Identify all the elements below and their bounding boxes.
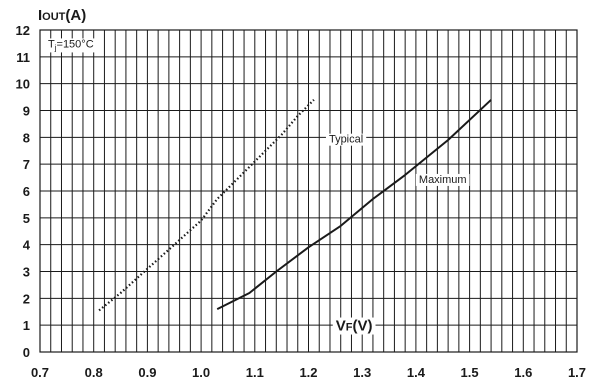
condition-label: Tj=150°C	[48, 38, 94, 52]
maximum-label-background	[415, 173, 470, 186]
y-tick-label: 12	[16, 23, 30, 38]
x-tick-label: 1.2	[299, 365, 317, 380]
y-axis-title-subscript: OUT	[42, 11, 66, 23]
x-tick-label: 1.0	[192, 365, 210, 380]
x-axis-title-subscript: F	[346, 322, 353, 334]
x-tick-label: 1.7	[568, 365, 586, 380]
y-axis-title-unit: (A)	[65, 7, 86, 24]
typical-label-background	[325, 133, 367, 146]
x-axis-title-background	[332, 317, 376, 335]
y-axis-title-main: I	[38, 7, 42, 24]
plot-frame	[39, 29, 578, 353]
condition-label-background	[46, 38, 96, 53]
y-tick-label: 1	[23, 318, 30, 333]
x-tick-label: 1.3	[353, 365, 371, 380]
maximum-annotation: Maximum	[419, 174, 467, 186]
y-tick-label: 8	[23, 130, 30, 145]
y-tick-label: 6	[23, 184, 30, 199]
y-tick-label: 11	[16, 50, 30, 65]
series-lines	[98, 99, 492, 312]
condition-label-rest: =150°C	[57, 38, 94, 50]
maximum-series-line	[216, 99, 492, 310]
y-tick-label: 0	[23, 345, 30, 360]
x-axis-title-main: V	[336, 318, 346, 335]
grid-lines	[39, 29, 578, 353]
typical-series-line	[98, 99, 315, 312]
y-tick-label: 2	[23, 291, 30, 306]
condition-label-subscript: j	[54, 43, 57, 52]
y-tick-label: 9	[23, 104, 30, 119]
x-tick-label: 0.7	[31, 365, 49, 380]
x-axis-title: VF(V)	[336, 318, 373, 335]
y-tick-label: 7	[23, 157, 30, 172]
x-axis-title-unit: (V)	[353, 318, 373, 335]
y-tick-label: 4	[23, 238, 31, 253]
x-tick-label: 0.9	[138, 365, 156, 380]
y-axis-title: IOUT(A)	[38, 7, 86, 24]
x-tick-label: 1.4	[407, 365, 426, 380]
x-tick-label: 1.1	[246, 365, 264, 380]
y-tick-label: 10	[16, 77, 30, 92]
condition-label-main: T	[48, 38, 55, 50]
x-tick-labels: 0.7 0.8 0.9 1.0 1.1 1.2 1.3 1.4 1.5 1.6 1.7	[31, 365, 586, 380]
y-tick-label: 3	[23, 265, 30, 280]
x-tick-label: 1.6	[514, 365, 532, 380]
x-tick-label: 1.5	[461, 365, 479, 380]
y-tick-label: 5	[23, 211, 30, 226]
x-tick-label: 0.8	[85, 365, 103, 380]
typical-annotation: Typical	[329, 134, 363, 146]
